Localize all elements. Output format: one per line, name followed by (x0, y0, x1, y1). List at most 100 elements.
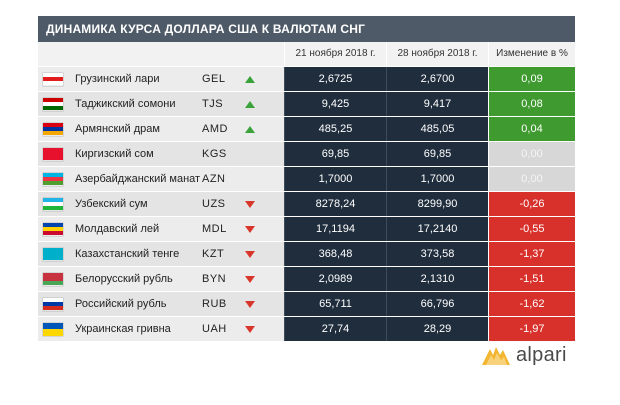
arrow-down-icon (244, 273, 256, 285)
table-body: Грузинский лари GEL 2,6725 2,6700 0,09 Таджик… (38, 66, 575, 341)
header-date2: 28 ноября 2018 г. (386, 42, 488, 66)
flag-icon (43, 322, 63, 336)
no-trend-spacer (244, 148, 256, 160)
rate-date2: 373,58 (386, 242, 488, 266)
arrow-down-icon (244, 298, 256, 310)
rate-date1: 8278,24 (284, 192, 386, 216)
table-row: Грузинский лари GEL 2,6725 2,6700 0,09 (38, 66, 575, 91)
change-percent: 0,04 (488, 117, 575, 141)
currency-name: Армянский драм (75, 123, 160, 135)
rate-date1: 17,1194 (284, 217, 386, 241)
flag-icon (43, 222, 63, 236)
rate-date2: 8299,90 (386, 192, 488, 216)
table-title: ДИНАМИКА КУРСА ДОЛЛАРА США К ВАЛЮТАМ СНГ (38, 16, 575, 42)
currency-cell: Казахстанский тенге KZT (38, 242, 284, 266)
currency-code: UAH (202, 323, 227, 335)
table-row: Украинская гривна UAH 27,74 28,29 -1,97 (38, 316, 575, 341)
currency-cell: Российский рубль RUB (38, 292, 284, 316)
change-percent: 0,00 (488, 142, 575, 166)
rate-date1: 368,48 (284, 242, 386, 266)
currency-cell: Азербайджанский манат AZN (38, 167, 284, 191)
flag-icon (43, 197, 63, 211)
currency-code: KZT (202, 248, 225, 260)
table-row: Таджикский сомони TJS 9,425 9,417 0,08 (38, 91, 575, 116)
currency-code: RUB (202, 298, 227, 310)
currency-name: Казахстанский тенге (75, 248, 180, 260)
change-percent: -1,51 (488, 267, 575, 291)
rate-date1: 27,74 (284, 317, 386, 341)
currency-name: Таджикский сомони (75, 98, 176, 110)
change-percent: -1,62 (488, 292, 575, 316)
alpari-logo: alpari (480, 344, 567, 367)
currency-code: TJS (202, 98, 224, 110)
flag-icon (43, 272, 63, 286)
arrow-up-icon (244, 98, 256, 110)
rate-date1: 1,7000 (284, 167, 386, 191)
arrow-up-icon (244, 123, 256, 135)
alpari-logo-icon (482, 346, 510, 365)
change-percent: -0,55 (488, 217, 575, 241)
change-percent: -1,97 (488, 317, 575, 341)
currency-cell: Таджикский сомони TJS (38, 92, 284, 116)
arrow-down-icon (244, 323, 256, 335)
table-header: 21 ноября 2018 г. 28 ноября 2018 г. Изме… (38, 42, 575, 66)
currency-cell: Узбекский сум UZS (38, 192, 284, 216)
currency-name: Грузинский лари (75, 73, 160, 85)
rate-date1: 2,0989 (284, 267, 386, 291)
currency-code: GEL (202, 73, 226, 85)
currency-table: ДИНАМИКА КУРСА ДОЛЛАРА США К ВАЛЮТАМ СНГ… (38, 16, 575, 341)
change-percent: -1,37 (488, 242, 575, 266)
flag-icon (43, 72, 63, 86)
currency-cell: Белорусский рубль BYN (38, 267, 284, 291)
currency-cell: Киргизский сом KGS (38, 142, 284, 166)
rate-date2: 9,417 (386, 92, 488, 116)
currency-code: UZS (202, 198, 226, 210)
rate-date2: 2,6700 (386, 67, 488, 91)
header-change: Изменение в % (488, 42, 575, 66)
arrow-down-icon (244, 248, 256, 260)
currency-code: KGS (202, 148, 227, 160)
arrow-up-icon (244, 73, 256, 85)
currency-name: Киргизский сом (75, 148, 154, 160)
rate-date1: 485,25 (284, 117, 386, 141)
rate-date2: 1,7000 (386, 167, 488, 191)
currency-name: Украинская гривна (75, 323, 171, 335)
currency-code: BYN (202, 273, 227, 285)
arrow-down-icon (244, 198, 256, 210)
table-row: Российский рубль RUB 65,711 66,796 -1,62 (38, 291, 575, 316)
currency-name: Азербайджанский манат (75, 173, 201, 185)
alpari-logo-text: alpari (516, 344, 567, 366)
currency-name: Российский рубль (75, 298, 167, 310)
flag-icon (43, 122, 63, 136)
currency-cell: Грузинский лари GEL (38, 67, 284, 91)
change-percent: -0,26 (488, 192, 575, 216)
table-row: Азербайджанский манат AZN 1,7000 1,7000 0,00 (38, 166, 575, 191)
currency-cell: Армянский драм AMD (38, 117, 284, 141)
table-row: Узбекский сум UZS 8278,24 8299,90 -0,26 (38, 191, 575, 216)
currency-code: AMD (202, 123, 228, 135)
currency-cell: Молдавский лей MDL (38, 217, 284, 241)
currency-code: AZN (202, 173, 226, 185)
rate-date2: 69,85 (386, 142, 488, 166)
currency-name: Белорусский рубль (75, 273, 173, 285)
change-percent: 0,09 (488, 67, 575, 91)
header-date1: 21 ноября 2018 г. (284, 42, 386, 66)
currency-cell: Украинская гривна UAH (38, 317, 284, 341)
flag-icon (43, 172, 63, 186)
header-spacer (38, 42, 284, 66)
rate-date2: 28,29 (386, 317, 488, 341)
flag-icon (43, 297, 63, 311)
flag-icon (43, 247, 63, 261)
change-percent: 0,08 (488, 92, 575, 116)
table-row: Армянский драм AMD 485,25 485,05 0,04 (38, 116, 575, 141)
rate-date2: 2,1310 (386, 267, 488, 291)
rate-date2: 66,796 (386, 292, 488, 316)
flag-icon (43, 97, 63, 111)
rate-date1: 2,6725 (284, 67, 386, 91)
table-row: Казахстанский тенге KZT 368,48 373,58 -1,37 (38, 241, 575, 266)
table-row: Молдавский лей MDL 17,1194 17,2140 -0,55 (38, 216, 575, 241)
rate-date1: 9,425 (284, 92, 386, 116)
rate-date1: 65,711 (284, 292, 386, 316)
rate-date2: 17,2140 (386, 217, 488, 241)
table-row: Белорусский рубль BYN 2,0989 2,1310 -1,51 (38, 266, 575, 291)
